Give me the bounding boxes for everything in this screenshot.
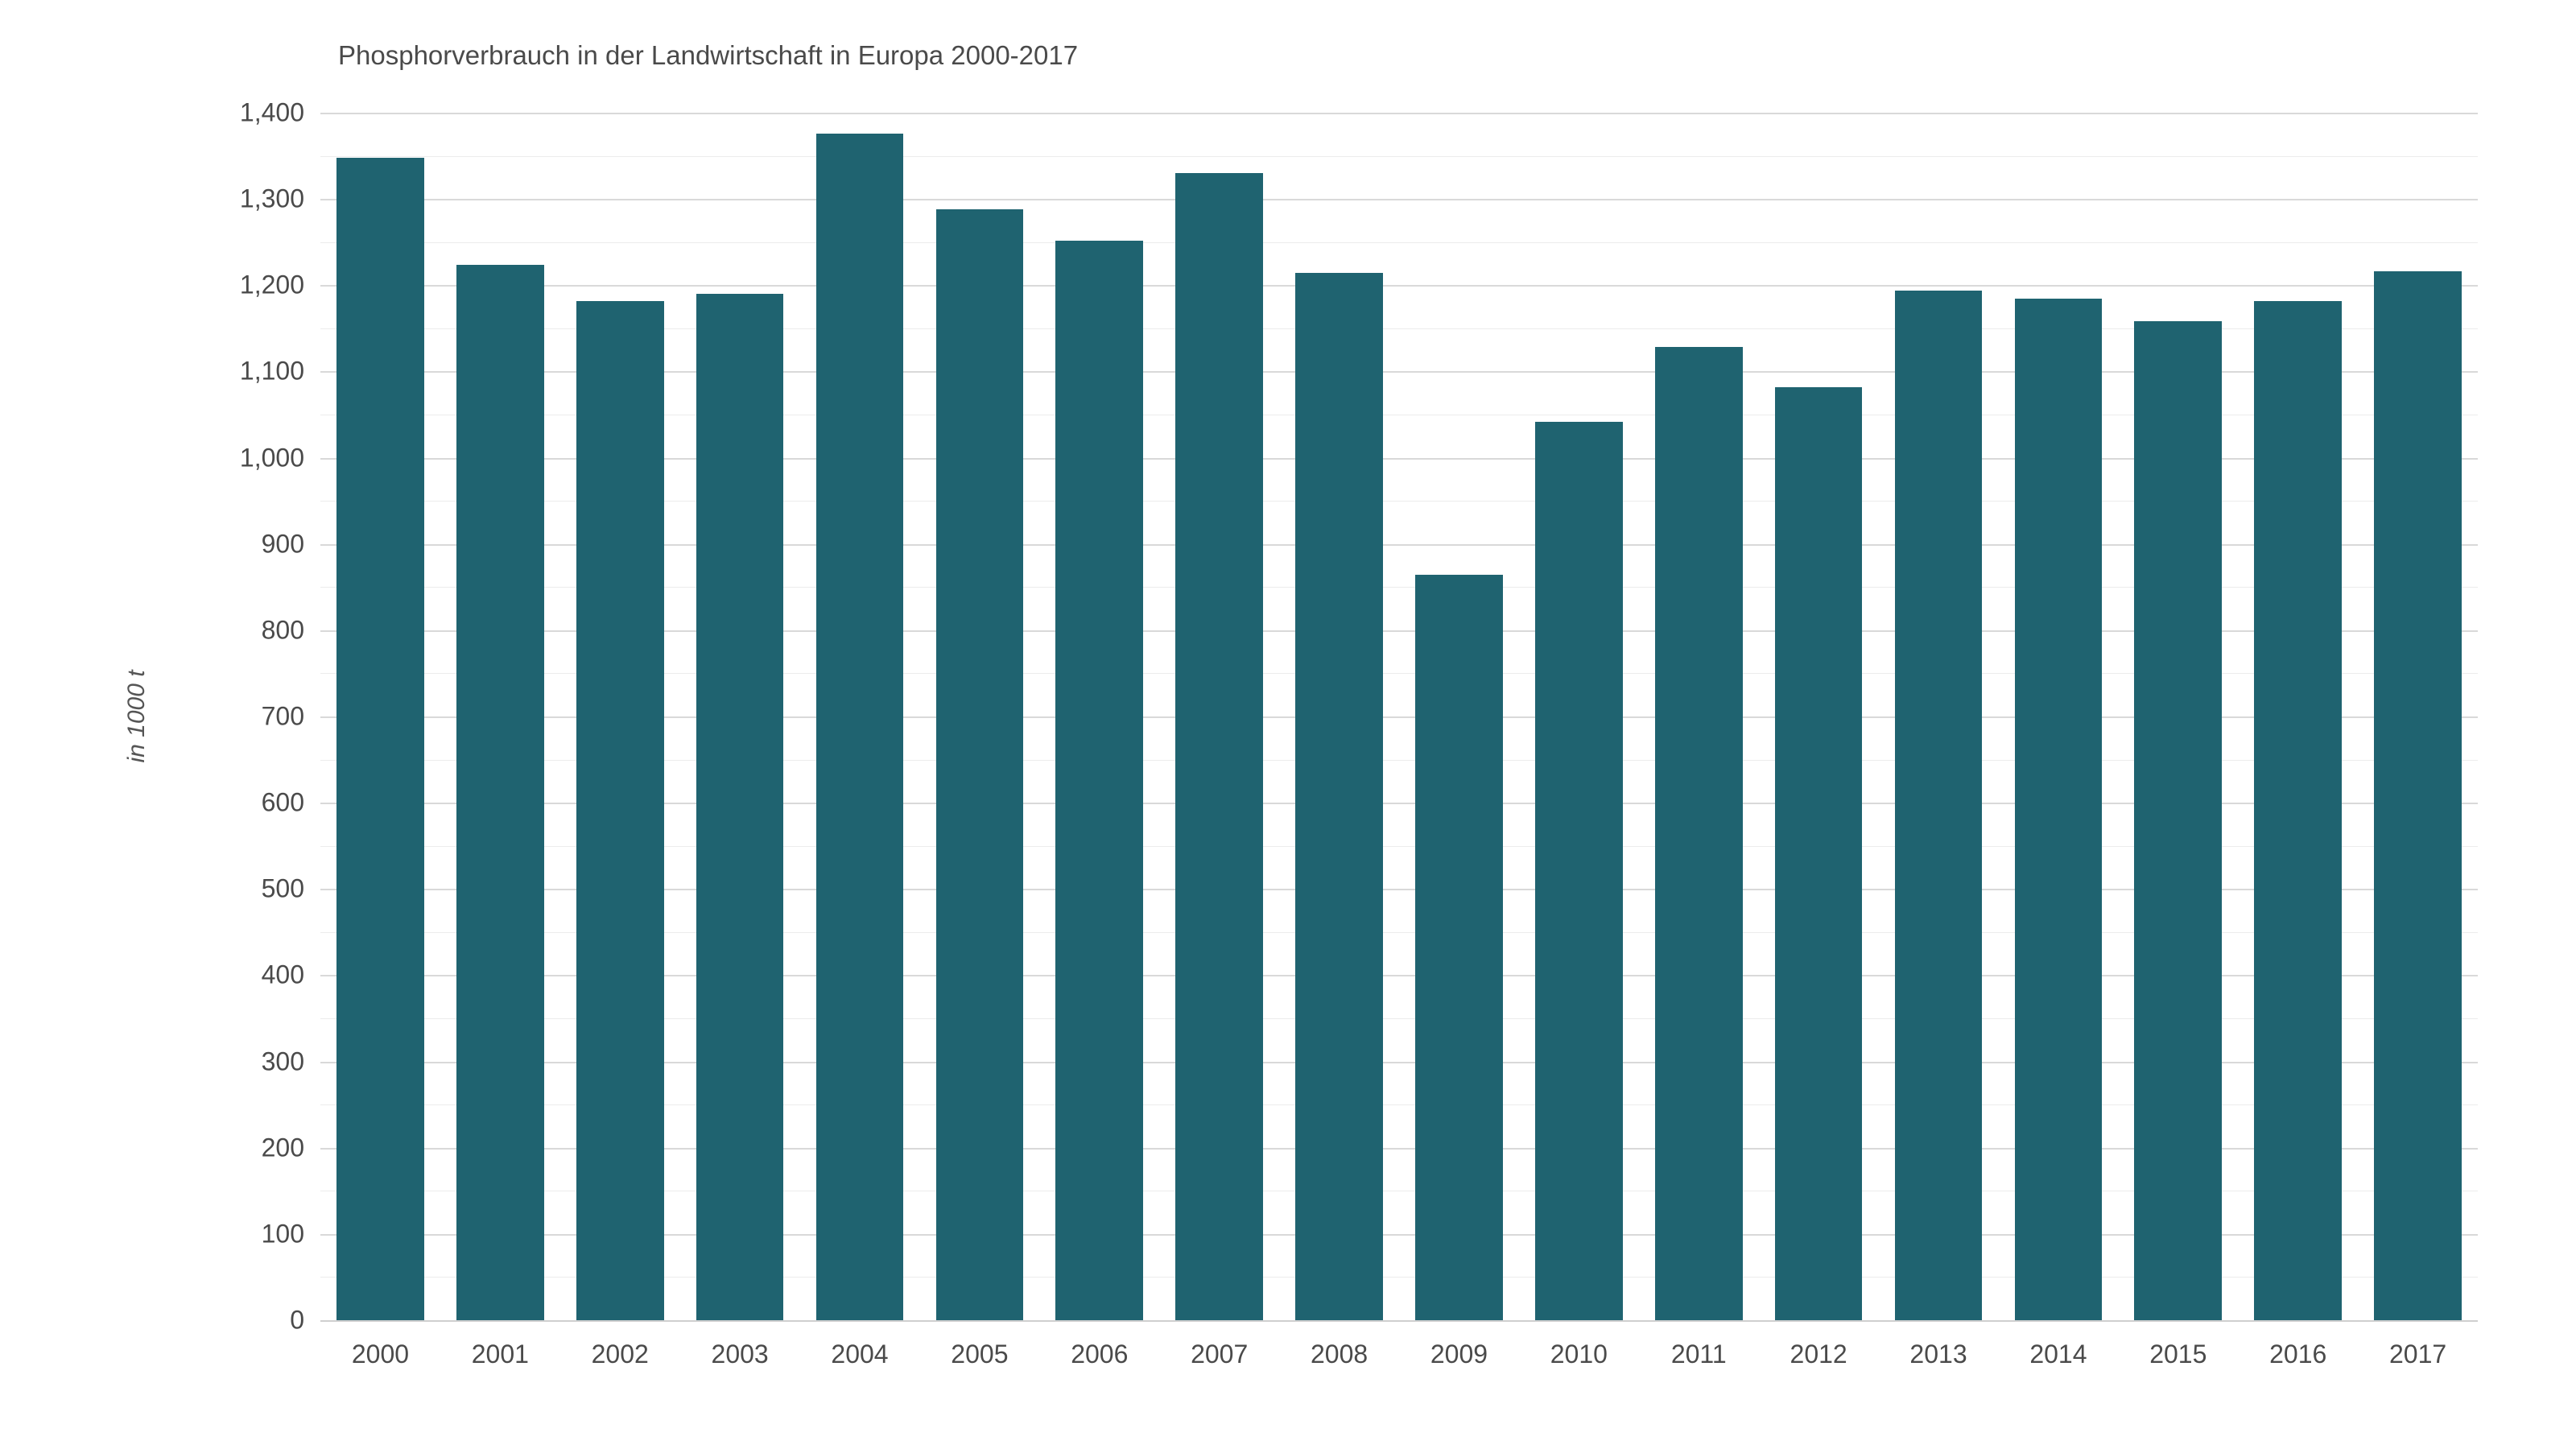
- bar: [1055, 241, 1143, 1320]
- x-tick-label: 2016: [2269, 1340, 2326, 1369]
- y-tick-label: 800: [175, 615, 304, 645]
- chart-title: Phosphorverbrauch in der Landwirtschaft …: [338, 40, 1078, 71]
- bar: [936, 209, 1024, 1320]
- bar-slot: 2016: [2238, 113, 2358, 1320]
- bar-slot: 2011: [1639, 113, 1759, 1320]
- x-tick-label: 2015: [2149, 1340, 2207, 1369]
- bar-slot: 2015: [2118, 113, 2238, 1320]
- bar-slot: 2005: [919, 113, 1039, 1320]
- x-tick-label: 2017: [2389, 1340, 2446, 1369]
- bar-slot: 2008: [1279, 113, 1399, 1320]
- bar-slot: 2010: [1519, 113, 1639, 1320]
- x-tick-label: 2005: [951, 1340, 1008, 1369]
- bar: [2254, 301, 2342, 1320]
- bar-slot: 2001: [440, 113, 560, 1320]
- bar: [336, 158, 424, 1320]
- bar-slot: 2006: [1039, 113, 1159, 1320]
- y-tick-label: 0: [175, 1306, 304, 1335]
- bar: [1895, 291, 1983, 1320]
- bar-slot: 2003: [680, 113, 800, 1320]
- bar: [1535, 422, 1623, 1320]
- y-tick-label: 1,200: [175, 270, 304, 300]
- major-gridline: [320, 1320, 2478, 1322]
- bar-slot: 2013: [1879, 113, 1999, 1320]
- bar: [1295, 273, 1383, 1320]
- bar: [2134, 321, 2222, 1320]
- bar-slot: 2017: [2358, 113, 2478, 1320]
- x-tick-label: 2013: [1909, 1340, 1967, 1369]
- x-tick-label: 2010: [1550, 1340, 1608, 1369]
- y-tick-label: 1,300: [175, 184, 304, 214]
- bar: [456, 265, 544, 1320]
- bar: [2374, 271, 2462, 1320]
- y-tick-label: 500: [175, 874, 304, 904]
- x-tick-label: 2011: [1671, 1340, 1727, 1369]
- x-tick-label: 2002: [592, 1340, 649, 1369]
- x-tick-label: 2008: [1311, 1340, 1368, 1369]
- y-tick-label: 300: [175, 1046, 304, 1076]
- x-tick-label: 2014: [2029, 1340, 2087, 1369]
- x-tick-label: 2003: [712, 1340, 769, 1369]
- y-axis-label: in 1000 t: [123, 670, 151, 762]
- chart-outer: Phosphorverbrauch in der Landwirtschaft …: [0, 0, 2576, 1449]
- bar-slot: 2004: [800, 113, 920, 1320]
- bar: [696, 294, 784, 1320]
- bar: [2015, 299, 2103, 1320]
- y-tick-label: 700: [175, 702, 304, 732]
- bar-slot: 2007: [1159, 113, 1279, 1320]
- x-tick-label: 2000: [352, 1340, 409, 1369]
- x-tick-label: 2001: [472, 1340, 529, 1369]
- bar-slot: 2000: [320, 113, 440, 1320]
- x-tick-label: 2004: [831, 1340, 888, 1369]
- bar-slot: 2009: [1399, 113, 1519, 1320]
- y-tick-label: 200: [175, 1133, 304, 1162]
- bar: [816, 134, 904, 1320]
- bar-slot: 2014: [1998, 113, 2118, 1320]
- bars-container: 2000200120022003200420052006200720082009…: [320, 113, 2478, 1320]
- x-tick-label: 2007: [1191, 1340, 1248, 1369]
- bar: [1655, 347, 1743, 1320]
- bar: [1175, 173, 1263, 1320]
- x-tick-label: 2009: [1430, 1340, 1488, 1369]
- plot-area: 2000200120022003200420052006200720082009…: [320, 113, 2478, 1320]
- bar-slot: 2012: [1759, 113, 1879, 1320]
- bar: [1775, 387, 1863, 1320]
- y-tick-label: 1,400: [175, 98, 304, 128]
- x-tick-label: 2006: [1071, 1340, 1128, 1369]
- y-tick-label: 1,000: [175, 443, 304, 473]
- y-tick-label: 600: [175, 788, 304, 818]
- bar: [1415, 575, 1503, 1320]
- bar: [576, 301, 664, 1320]
- y-tick-label: 1,100: [175, 357, 304, 386]
- y-tick-label: 900: [175, 529, 304, 559]
- y-tick-label: 400: [175, 960, 304, 990]
- bar-slot: 2002: [560, 113, 680, 1320]
- y-tick-label: 100: [175, 1219, 304, 1249]
- x-tick-label: 2012: [1790, 1340, 1847, 1369]
